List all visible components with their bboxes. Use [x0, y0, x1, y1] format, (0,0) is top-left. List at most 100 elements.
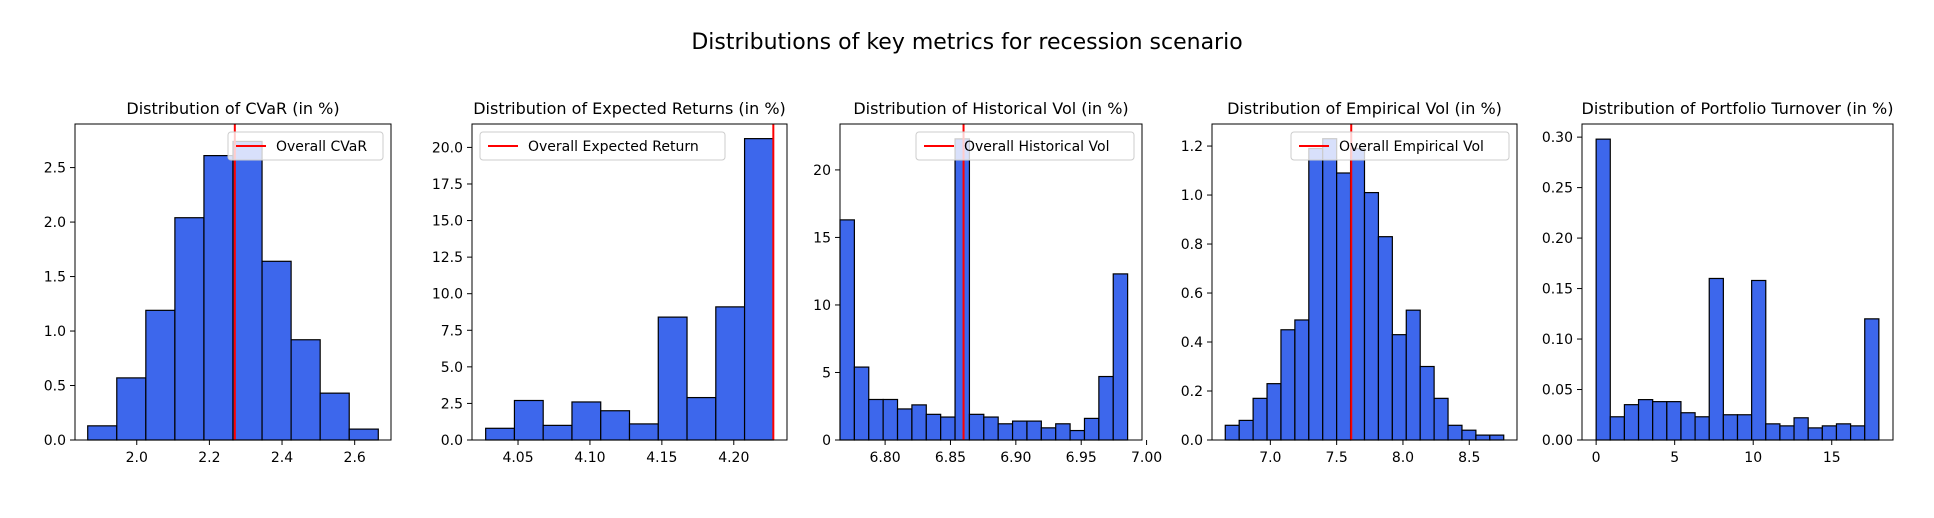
histogram-bar: [600, 410, 631, 441]
histogram-bar: [715, 306, 746, 441]
histogram-bar: [1595, 138, 1611, 441]
histogram-bar: [1489, 434, 1505, 441]
histogram-bar: [853, 366, 870, 441]
histogram-bar: [145, 309, 176, 441]
histogram-bar: [87, 425, 118, 441]
histogram-bar: [1779, 425, 1795, 441]
y-tick-label: 12.5: [432, 250, 463, 266]
chart-title: Distribution of Portfolio Turnover (in %…: [1582, 99, 1894, 118]
figure-title: Distributions of key metrics for recessi…: [691, 30, 1243, 55]
chart-title: Distribution of Historical Vol (in %): [853, 99, 1128, 118]
legend-label: Overall Expected Return: [528, 139, 699, 155]
histogram-bar: [1433, 397, 1449, 441]
legend-box: [479, 131, 726, 161]
histogram-bar: [1475, 434, 1491, 441]
histogram-bar: [628, 423, 659, 441]
histogram-bar: [1363, 191, 1380, 441]
legend-label: Overall Empirical Vol: [1339, 139, 1484, 155]
y-tick-label: 0.10: [1542, 332, 1573, 348]
x-tick-label: 7.0: [1259, 450, 1281, 466]
y-tick-label: 1.0: [44, 324, 66, 340]
legend-box: [1290, 131, 1510, 161]
x-tick-label: 4.10: [574, 450, 605, 466]
histogram-bar: [1083, 417, 1100, 441]
plot-frame: [1581, 123, 1894, 441]
histogram-bar: [319, 392, 350, 441]
histogram-bar: [542, 424, 573, 441]
y-tick-label: 20: [813, 163, 831, 179]
x-tick-label: 4.20: [718, 450, 749, 466]
histogram-bar: [1623, 404, 1640, 441]
chart-panel: Distribution of Portfolio Turnover (in %…: [1542, 99, 1894, 466]
legend-label: Overall CVaR: [276, 139, 367, 155]
y-tick-label: 0.2: [1181, 384, 1203, 400]
histogram-bar: [1349, 147, 1366, 441]
legend-box: [915, 131, 1135, 161]
x-tick-label: 6.90: [1000, 450, 1031, 466]
plot-frame: [74, 123, 392, 441]
histogram-bar: [868, 398, 884, 441]
chart-title: Distribution of CVaR (in %): [126, 99, 339, 118]
histogram-bar: [1680, 412, 1696, 441]
histogram-bar: [911, 404, 927, 441]
histogram-bar: [1807, 427, 1823, 441]
y-tick-label: 0.15: [1542, 282, 1573, 298]
histogram-bar: [1391, 334, 1407, 441]
x-tick-label: 6.85: [935, 450, 966, 466]
histogram-bar: [1447, 424, 1463, 441]
histogram-bar: [686, 396, 717, 441]
x-tick-label: 8.0: [1392, 450, 1414, 466]
y-tick-label: 0.25: [1542, 181, 1573, 197]
chart-panel: Distribution of Empirical Vol (in %) 7.0 7…: [1181, 99, 1518, 466]
histogram-bar: [1849, 425, 1866, 441]
histogram-bar: [940, 416, 956, 441]
y-tick-label: 0: [822, 433, 831, 449]
histogram-bar: [116, 377, 147, 441]
histogram-bar: [1708, 277, 1724, 441]
histogram-bar: [882, 398, 899, 441]
histogram-bar: [1238, 419, 1254, 441]
histogram-bar: [571, 401, 602, 441]
y-tick-label: 0.8: [1181, 237, 1203, 253]
histogram-bar: [232, 140, 263, 441]
histogram-bar: [1069, 429, 1086, 441]
x-tick-label: 6.95: [1066, 450, 1097, 466]
y-tick-label: 0.05: [1542, 383, 1573, 399]
y-tick-label: 10: [813, 298, 831, 314]
histogram-bar: [1011, 420, 1028, 441]
y-tick-label: 10.0: [432, 287, 463, 303]
chart-panel: Distribution of Expected Returns (in %) 4…: [432, 99, 788, 466]
x-tick-label: 0: [1592, 450, 1601, 466]
y-tick-label: 0.0: [441, 433, 463, 449]
histogram-bar: [896, 408, 913, 441]
histogram-bar: [174, 217, 205, 441]
y-tick-label: 15: [813, 230, 831, 246]
histogram-bar: [1322, 138, 1338, 441]
histogram-bar: [1266, 383, 1282, 441]
x-tick-label: 2.2: [198, 450, 220, 466]
histogram-bar: [743, 138, 774, 441]
histogram-bar: [1835, 423, 1852, 441]
x-tick-label: 10: [1744, 450, 1762, 466]
histogram-bar: [1026, 420, 1042, 441]
y-tick-label: 0.20: [1542, 231, 1573, 247]
y-tick-label: 0.00: [1542, 433, 1573, 449]
plot-frame: [839, 123, 1143, 441]
histogram-bar: [1405, 309, 1421, 441]
x-tick-label: 5: [1670, 450, 1679, 466]
x-tick-label: 7.5: [1326, 450, 1348, 466]
histogram-bar: [1751, 279, 1767, 441]
histogram-bar: [1098, 375, 1114, 441]
histogram-bar: [954, 138, 971, 441]
histogram-bar: [983, 416, 999, 441]
chart-title: Distribution of Empirical Vol (in %): [1227, 99, 1502, 118]
histogram-bar: [1793, 417, 1809, 441]
histogram-bar: [203, 155, 234, 441]
y-tick-label: 1.5: [44, 270, 66, 286]
y-tick-label: 15.0: [432, 214, 463, 230]
y-tick-label: 0.5: [44, 379, 66, 395]
histogram-bar: [261, 260, 292, 441]
histogram-bar: [1336, 172, 1352, 441]
histogram-bar: [997, 423, 1014, 441]
chart-title: Distribution of Expected Returns (in %): [473, 99, 786, 118]
